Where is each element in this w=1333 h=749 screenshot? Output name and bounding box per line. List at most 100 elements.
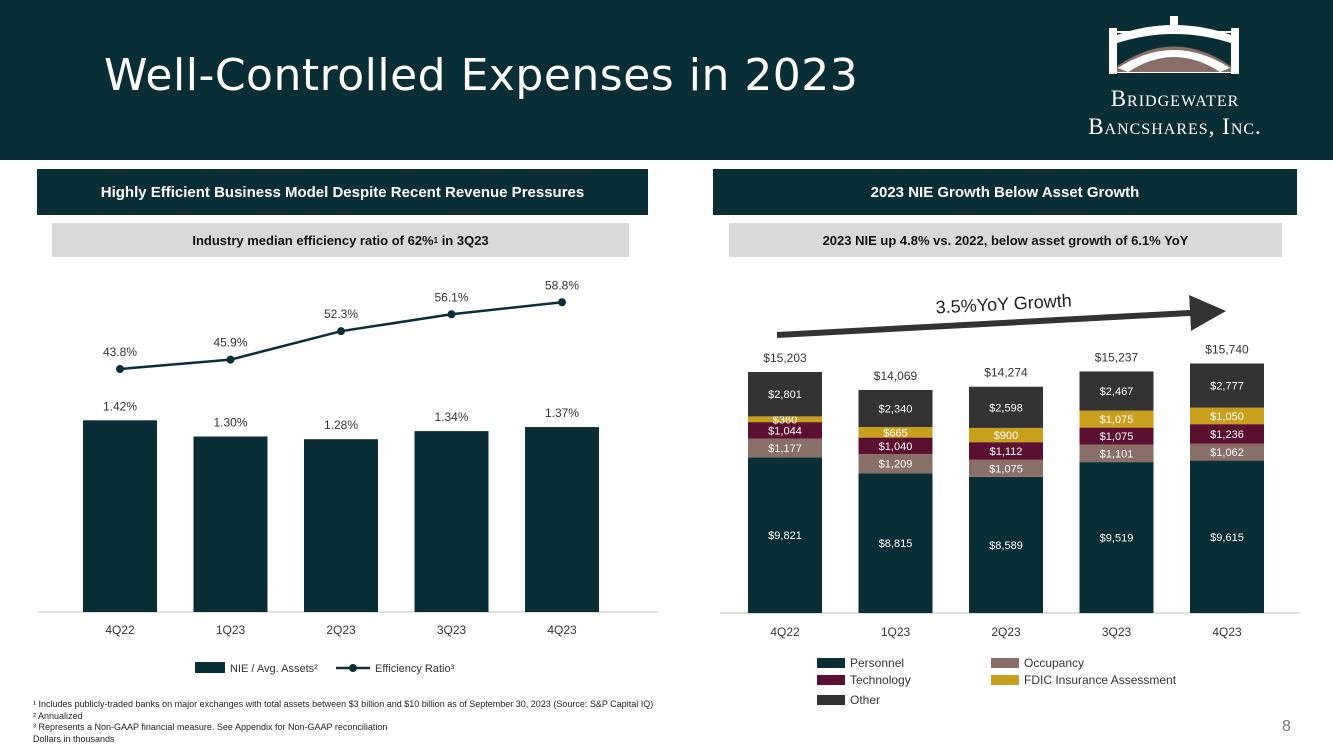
segment-label: $1,062 [1210, 447, 1244, 459]
x-tick-label: 2Q23 [326, 623, 356, 637]
left-subheading-text: Industry median efficiency ratio of 62% [192, 232, 434, 248]
segment-label: $1,101 [1100, 448, 1134, 460]
stack-segment [969, 476, 1043, 613]
x-tick-label: 1Q23 [216, 623, 246, 637]
growth-arrow [776, 294, 1226, 338]
segment-label: $360 [773, 414, 797, 426]
segment-label: $1,075 [1100, 431, 1134, 443]
nie-bar [193, 436, 268, 612]
footnote-1: ¹ Includes publicly-traded banks on majo… [33, 699, 654, 709]
stack-segment [858, 389, 933, 428]
segment-label: $9,519 [1100, 533, 1134, 545]
efficiency-label: 58.8% [545, 278, 579, 292]
segment-label: $9,615 [1210, 532, 1244, 544]
left-subheading: Industry median efficiency ratio of 62% 1… [52, 223, 629, 257]
segment-label: $2,467 [1100, 386, 1134, 398]
legend-label: Technology [850, 673, 911, 687]
efficiency-point [558, 298, 566, 307]
stack-segment [969, 427, 1043, 443]
segment-label: $2,598 [989, 402, 1023, 414]
nie-bar-label: 1.30% [213, 416, 247, 430]
footnote-2: ² Annualized [33, 710, 83, 721]
nie-bar-label: 1.28% [324, 418, 358, 432]
stack-segment [969, 386, 1043, 428]
x-tick-label: 3Q23 [1102, 625, 1132, 639]
x-tick-label: 3Q23 [437, 623, 467, 637]
total-label: $15,740 [1205, 342, 1249, 356]
x-tick-label: 2Q23 [991, 625, 1021, 639]
legend-swatch [817, 658, 845, 668]
nie-bar-label: 1.34% [434, 410, 468, 424]
x-tick-label: 4Q23 [1212, 625, 1242, 639]
segment-label: $2,801 [768, 389, 802, 401]
legend-swatch [991, 658, 1019, 668]
nie-bar [304, 439, 378, 612]
stack-segment [858, 427, 933, 438]
segment-label: $900 [994, 430, 1018, 442]
segment-label: $1,177 [768, 443, 802, 455]
page-title: Well-Controlled Expenses in 2023 [104, 50, 859, 101]
total-label: $15,237 [1095, 350, 1139, 364]
logo-line-2: Bancshares, Inc. [1088, 114, 1262, 139]
segment-label: $2,340 [879, 404, 913, 416]
x-tick-label: 1Q23 [881, 625, 911, 639]
right-heading: 2023 NIE Growth Below Asset Growth [713, 169, 1297, 215]
right-subheading: 2023 NIE up 4.8% vs. 2022, below asset g… [729, 223, 1282, 257]
footnote-4: Dollars in thousands [33, 733, 115, 744]
segment-label: $665 [883, 427, 907, 439]
legend-swatch [817, 675, 845, 685]
stack-segment [1190, 407, 1264, 425]
stack-segment [748, 438, 822, 458]
stack-segment [1190, 424, 1264, 444]
x-tick-label: 4Q23 [547, 623, 577, 637]
stack-segment [1190, 443, 1264, 461]
x-tick-label: 4Q22 [105, 623, 135, 637]
segment-label: $2,777 [1210, 380, 1244, 392]
segment-label: $8,815 [879, 538, 913, 550]
legend-label-efficiency: Efficiency Ratio³ [375, 663, 455, 675]
segment-label: $1,075 [1100, 414, 1134, 426]
nie-bar [83, 420, 157, 612]
efficiency-point [116, 365, 124, 373]
legend-swatch [991, 675, 1019, 685]
left-subheading-suffix: in 3Q23 [438, 232, 489, 248]
stack-segment [1190, 460, 1264, 613]
stack-segment [1079, 444, 1154, 463]
nie-bar-label: 1.37% [545, 406, 579, 420]
page-number: 8 [1282, 718, 1291, 735]
efficiency-label: 52.3% [324, 307, 358, 321]
segment-label: $1,040 [879, 441, 913, 453]
stack-segment [748, 422, 822, 439]
stack-segment [858, 454, 933, 474]
growth-label: 3.5%YoY Growth [935, 290, 1072, 317]
header-bar [0, 0, 1333, 160]
total-label: $15,203 [763, 351, 807, 365]
nie-bar-label: 1.42% [103, 399, 137, 413]
segment-label: $1,112 [990, 446, 1023, 458]
stack-segment [1079, 427, 1154, 445]
legend-label: Personnel [850, 656, 904, 670]
nie-bar [414, 431, 489, 612]
total-label: $14,274 [984, 366, 1028, 380]
stack-segment [858, 437, 933, 455]
stack-segment [858, 473, 933, 613]
stack-segment [1190, 363, 1264, 408]
legend-label-nie: NIE / Avg. Assets² [230, 663, 318, 675]
nie-stacked-chart: 3.5%YoY Growth $9,821 $1,177 $1,044$360 $2,8… [720, 290, 1300, 707]
legend-swatch [817, 695, 845, 705]
legend-label: Occupancy [1024, 656, 1084, 670]
legend-swatch-nie [195, 662, 225, 673]
segment-label: $1,044 [768, 425, 802, 437]
bridge-logo-icon [1109, 16, 1239, 74]
efficiency-label: 56.1% [434, 290, 468, 304]
segment-label: $1,050 [1210, 411, 1244, 423]
segment-label: $1,236 [1210, 429, 1244, 441]
segment-label: $1,075 [989, 463, 1023, 475]
segment-label: $8,589 [989, 540, 1023, 552]
stack-segment [969, 459, 1043, 477]
stack-segment [748, 372, 822, 417]
stack-segment [748, 457, 822, 613]
legend-label: Other [850, 693, 880, 707]
stack-segment [748, 416, 822, 423]
stack-segment [1079, 462, 1154, 613]
